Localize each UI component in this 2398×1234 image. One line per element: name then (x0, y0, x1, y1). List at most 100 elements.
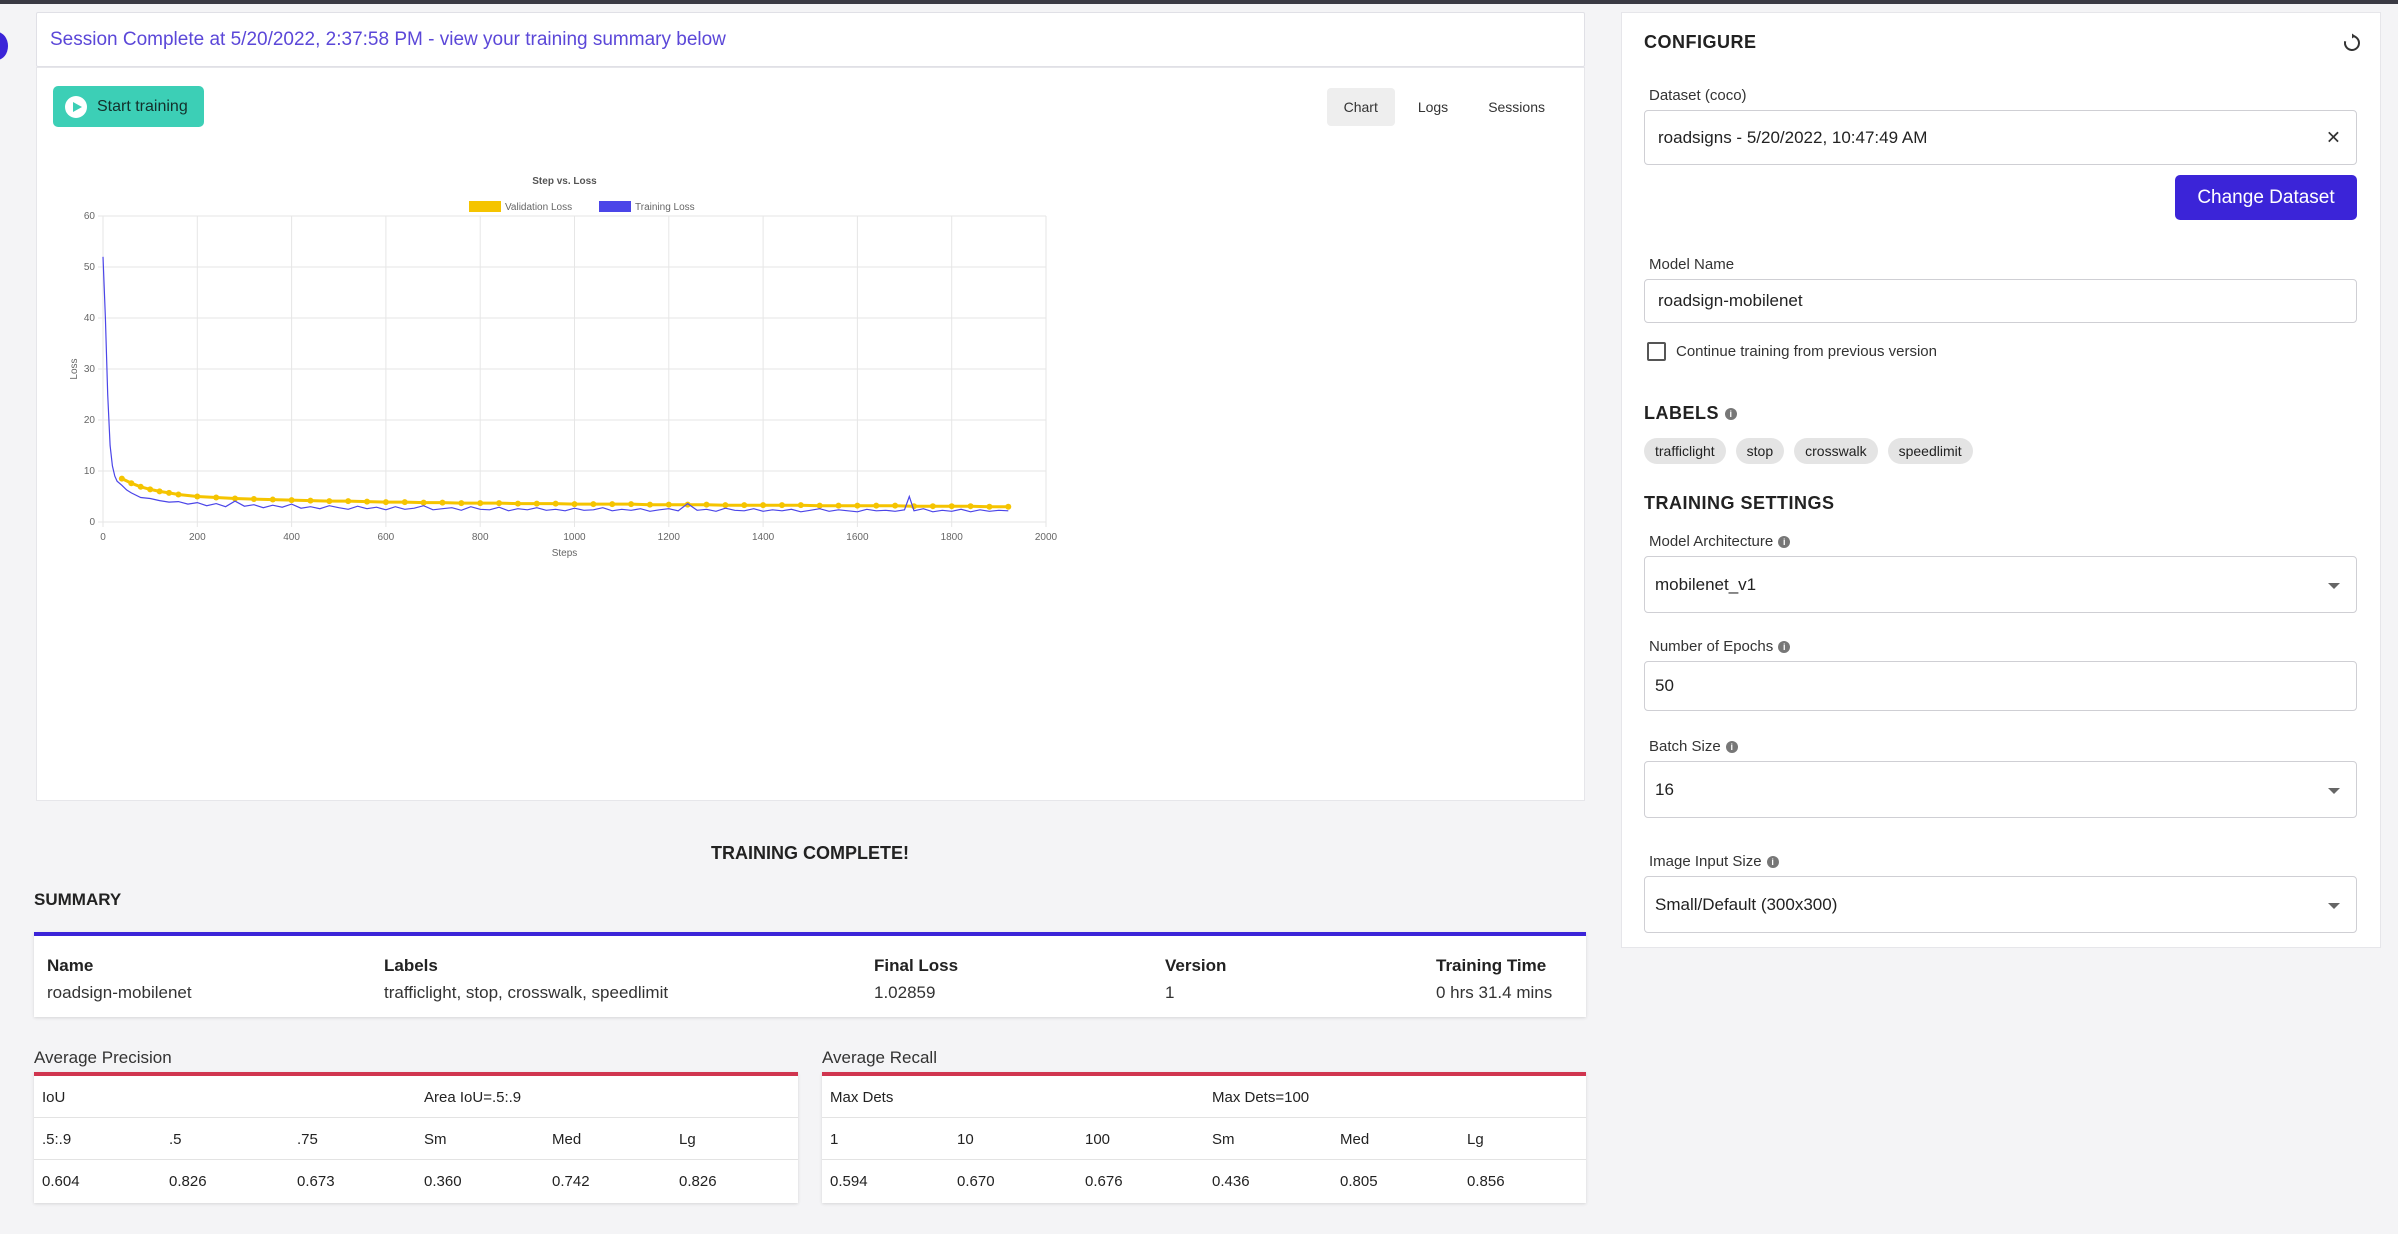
info-icon[interactable]: i (1778, 640, 1791, 653)
data-point (835, 502, 842, 509)
model-name-input[interactable]: roadsign-mobilenet (1644, 279, 2357, 323)
data-point (364, 498, 371, 505)
clear-dataset-icon[interactable]: ✕ (2325, 127, 2341, 147)
legend-label: Validation Loss (505, 202, 572, 213)
image-input-size-label: Image Input Size i (1649, 853, 1779, 870)
change-dataset-button[interactable]: Change Dataset (2175, 175, 2357, 220)
x-tick-label: 0 (100, 532, 106, 543)
data-point (345, 498, 352, 505)
info-icon[interactable]: i (1778, 535, 1791, 548)
precision-header: Lg (679, 1131, 696, 1148)
summary-loss-value: 1.02859 (874, 983, 936, 1002)
recall-header: 100 (1085, 1131, 1111, 1148)
recall-value: 0.805 (1340, 1173, 1378, 1190)
data-point (778, 502, 785, 509)
data-point (1005, 503, 1012, 510)
banner-text: Session Complete at 5/20/2022, 2:37:58 P… (50, 28, 726, 50)
y-axis-label: Loss (69, 358, 80, 379)
data-point (382, 499, 389, 506)
recall-group-maxdets: Max Dets (830, 1089, 894, 1106)
precision-header: Med (552, 1131, 582, 1148)
data-point (401, 499, 408, 506)
batch-size-select[interactable]: 16 (1644, 761, 2357, 818)
reset-icon[interactable] (2342, 33, 2362, 53)
labels-section-title: LABELS i (1644, 403, 1737, 424)
legend-label: Training Loss (635, 202, 695, 213)
y-tick-label: 20 (84, 415, 96, 426)
precision-value: 0.826 (169, 1173, 207, 1190)
series-line (121, 477, 1009, 509)
model-name-label: Model Name (1649, 256, 1734, 273)
dataset-field[interactable]: roadsigns - 5/20/2022, 10:47:49 AM ✕ (1644, 110, 2357, 165)
data-point (288, 497, 295, 504)
continue-training-row[interactable]: Continue training from previous version (1647, 342, 1937, 361)
batch-size-label-text: Batch Size (1649, 738, 1721, 755)
precision-value: 0.826 (679, 1173, 717, 1190)
data-point (892, 502, 899, 509)
data-point (590, 501, 597, 508)
chevron-down-icon (2328, 902, 2340, 909)
summary-name-value: roadsign-mobilenet (47, 983, 192, 1002)
legend-swatch (599, 201, 631, 212)
play-icon (65, 95, 87, 118)
continue-training-checkbox[interactable] (1647, 342, 1666, 361)
dataset-label-text: Dataset (coco) (1649, 87, 1747, 104)
recall-value: 0.676 (1085, 1173, 1123, 1190)
data-point (477, 500, 484, 507)
architecture-select[interactable]: mobilenet_v1 (1644, 556, 2357, 613)
label-chip: trafficlight (1644, 438, 1726, 464)
info-icon[interactable]: i (1766, 855, 1779, 868)
chevron-down-icon (2328, 787, 2340, 794)
summary-version-header: Version (1165, 956, 1227, 975)
data-point (760, 502, 767, 509)
data-point (213, 494, 220, 501)
recall-header: 10 (957, 1131, 974, 1148)
precision-value: 0.360 (424, 1173, 462, 1190)
summary-version: Version 1 (1165, 956, 1226, 1003)
session-banner: Session Complete at 5/20/2022, 2:37:58 P… (36, 12, 1585, 67)
dataset-label: Dataset (coco) (1649, 87, 1747, 104)
data-point (439, 499, 446, 506)
summary-card: Name roadsign-mobilenet Labels trafficli… (34, 932, 1586, 1017)
info-icon[interactable]: i (1725, 407, 1737, 420)
x-tick-label: 800 (472, 532, 489, 543)
recall-header: Med (1340, 1131, 1370, 1148)
label-chips: trafficlight stop crosswalk speedlimit (1644, 438, 1973, 464)
recall-title: Average Recall (822, 1048, 937, 1067)
legend-swatch (469, 201, 501, 212)
y-tick-label: 40 (84, 313, 96, 324)
precision-group-iou: IoU (42, 1089, 66, 1106)
data-point (156, 488, 163, 495)
tab-logs[interactable]: Logs (1417, 99, 1449, 115)
data-point (967, 503, 974, 510)
epochs-input[interactable]: 50 (1644, 661, 2357, 711)
data-point (797, 502, 804, 509)
precision-group-row: IoU Area IoU=.5:.9 (34, 1076, 798, 1118)
data-point (232, 495, 239, 502)
architecture-label: Model Architecture i (1649, 533, 1791, 550)
data-point (986, 503, 993, 510)
side-indicator (0, 32, 8, 60)
summary-time-header: Training Time (1436, 956, 1547, 975)
info-icon[interactable]: i (1725, 740, 1738, 753)
start-training-button[interactable]: Start training (53, 86, 204, 127)
model-name-value: roadsign-mobilenet (1658, 291, 1803, 310)
recall-table: Max Dets Max Dets=100 1 10 100 Sm Med Lg… (822, 1072, 1586, 1203)
precision-value: 0.673 (297, 1173, 335, 1190)
summary-final-loss: Final Loss 1.02859 (874, 956, 958, 1003)
x-tick-label: 2000 (1035, 532, 1058, 543)
data-point (741, 502, 748, 509)
tab-sessions[interactable]: Sessions (1488, 99, 1545, 115)
image-input-size-select[interactable]: Small/Default (300x300) (1644, 876, 2357, 933)
recall-value: 0.436 (1212, 1173, 1250, 1190)
data-point (816, 502, 823, 509)
tab-chart[interactable]: Chart (1326, 88, 1395, 126)
data-point (873, 502, 880, 509)
x-tick-label: 1400 (752, 532, 775, 543)
recall-header: Sm (1212, 1131, 1235, 1148)
training-complete-text: TRAINING COMPLETE! (711, 843, 909, 863)
image-input-size-label-text: Image Input Size (1649, 853, 1762, 870)
chart-card: Start training Chart Logs Sessions 0 200 4… (36, 67, 1585, 801)
precision-title: Average Precision (34, 1048, 172, 1067)
data-point (147, 486, 154, 493)
